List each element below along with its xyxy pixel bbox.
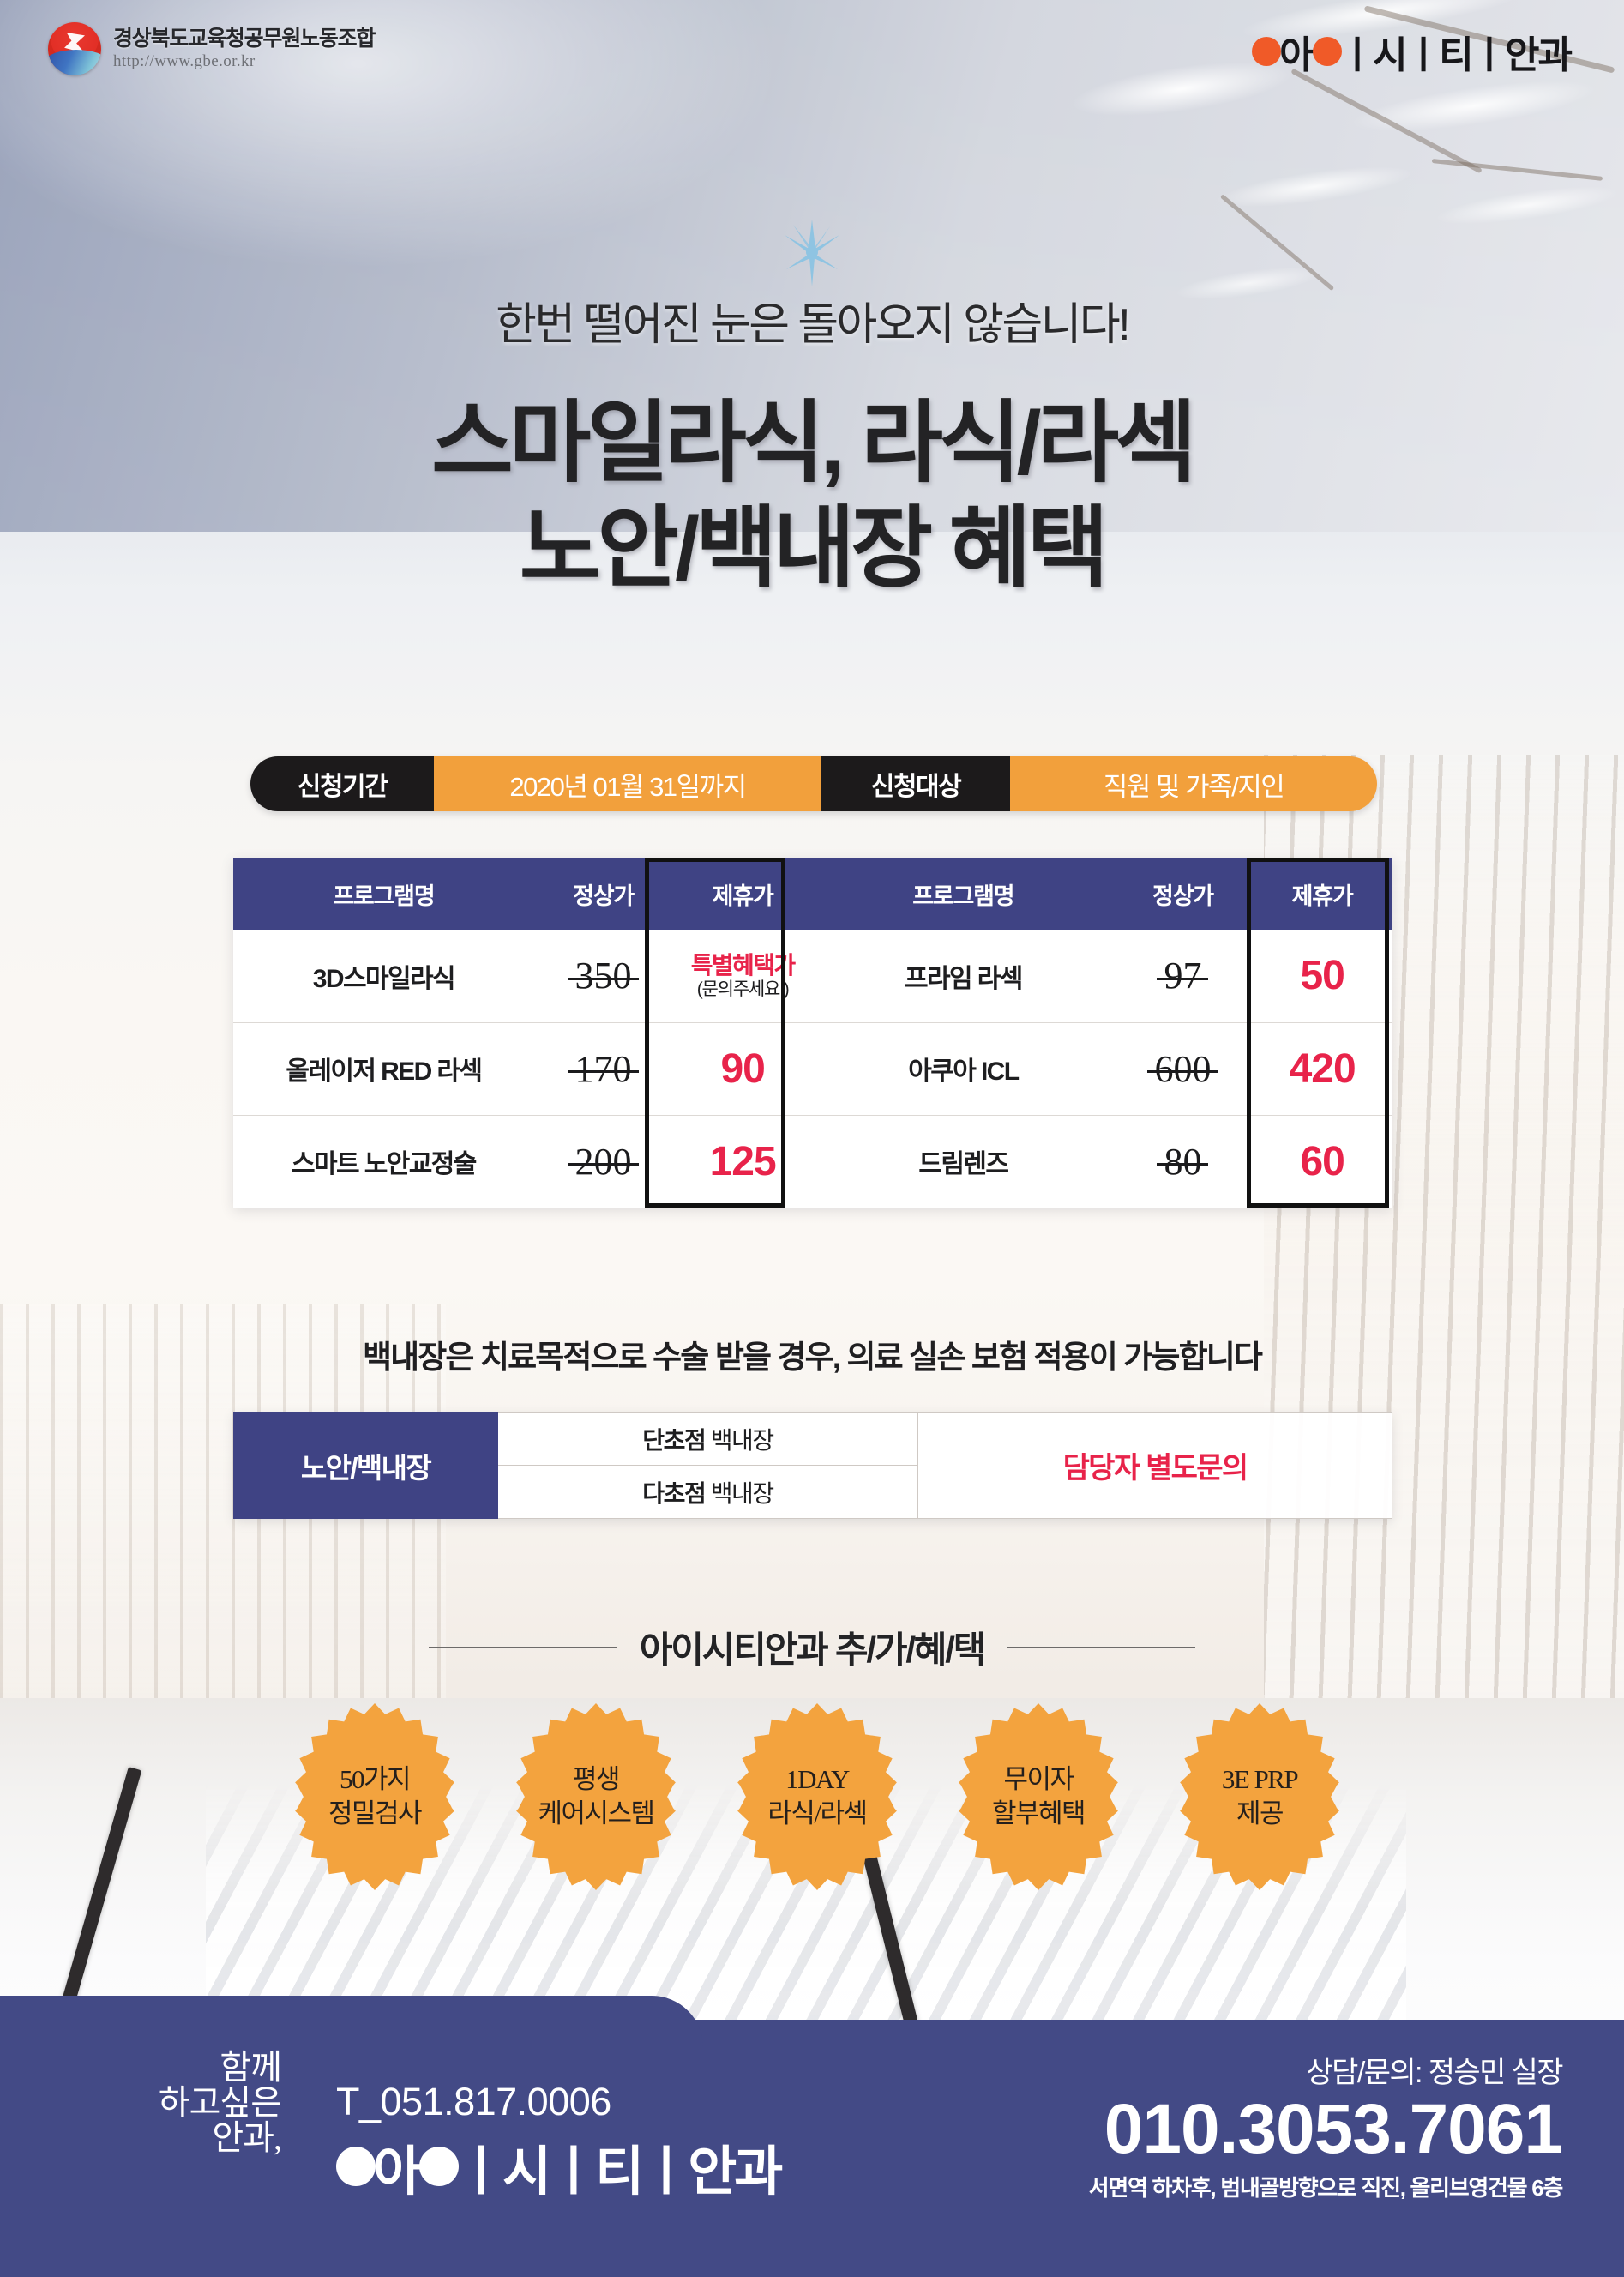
cataract-type-1-rest: 백내장 [705, 1426, 775, 1454]
cataract-type-2: 다초점 백내장 [497, 1465, 918, 1519]
slogan-line-3: 안과, [212, 2117, 282, 2157]
badge-line-1: 50가지 [339, 1763, 412, 1794]
col-header-program-right: 프로그램명 [812, 858, 1114, 930]
logo-text-part1: 아 [1279, 34, 1314, 76]
cataract-type-1-strong: 단초점 [642, 1426, 706, 1454]
extra-benefits-title: 아이시티안과 추/가/혜/택 [639, 1629, 986, 1670]
deal-price: 90 [720, 1045, 765, 1092]
program-name: 올레이저 RED 라섹 [286, 1057, 483, 1086]
footer-phone-number: 010.3053.7061 [1104, 2090, 1563, 2168]
logo-dot-icon-2 [1312, 37, 1342, 66]
cataract-ask-note: 담당자 별도문의 [917, 1412, 1392, 1519]
badge-line-1: 평생 [572, 1763, 621, 1794]
footer-address: 서면역 하차후, 범내골방향으로 직진, 올리브영건물 6층 [1088, 2174, 1564, 2201]
snowflake-icon [785, 220, 839, 286]
col-header-standard-right: 정상가 [1113, 858, 1253, 930]
union-name: 경상북도교육청공무원노동조합 [113, 26, 376, 51]
table-row: 노안/백내장 단초점 백내장 담당자 별도문의 [233, 1412, 1392, 1519]
union-url: http://www.gbe.or.kr [113, 52, 256, 71]
benefit-badge: 1DAY 라식/라섹 [724, 1703, 911, 1890]
badge-line-2: 할부혜택 [991, 1798, 1086, 1828]
target-value: 직원 및 가족/지인 [1010, 756, 1377, 811]
badge-line-2: 정밀검사 [328, 1798, 423, 1828]
price-table: 프로그램명 정상가 제휴가 프로그램명 정상가 제휴가 3D스마일라식 350 … [233, 858, 1392, 1208]
standard-price: 200 [568, 1140, 639, 1184]
badge-line-2: 제공 [1236, 1798, 1284, 1828]
price-table-header-row: 프로그램명 정상가 제휴가 프로그램명 정상가 제휴가 [233, 858, 1392, 930]
union-logo: 경상북도교육청공무원노동조합 http://www.gbe.or.kr [48, 22, 376, 75]
deal-price: 125 [709, 1138, 777, 1184]
program-name: 스마트 노안교정술 [292, 1150, 477, 1179]
divider-right [1007, 1646, 1196, 1648]
deal-price: 50 [1300, 953, 1344, 999]
footer-logo-part1: 아 [373, 2142, 422, 2202]
standard-price: 600 [1147, 1047, 1218, 1091]
footer-contact-block: 상담/문의: 정승민 실장 010.3053.7061 서면역 하차후, 범내골… [1088, 2049, 1564, 2202]
cataract-insurance-note: 백내장은 치료목적으로 수술 받을 경우, 의료 실손 보험 적용이 가능합니다 [363, 1340, 1263, 1375]
cataract-type-2-strong: 다초점 [642, 1479, 706, 1507]
badge-line-2: 케어시스템 [538, 1798, 655, 1828]
special-deal-label: 특별혜택가 [690, 952, 796, 979]
hero-title: 스마일라식, 라식/라섹 노안/백내장 혜택 [0, 391, 1624, 601]
footer-slogan: 함께 하고싶은 안과, [93, 2048, 282, 2157]
standard-price: 97 [1157, 954, 1209, 997]
standard-price: 170 [568, 1047, 639, 1091]
cataract-type-2-rest: 백내장 [705, 1479, 775, 1507]
program-name: 3D스마일라식 [312, 964, 456, 993]
logo-text-part2: ㅣ시ㅣ티ㅣ안과 [1339, 34, 1573, 76]
cataract-type-1: 단초점 백내장 [497, 1412, 918, 1466]
footer: 함께 하고싶은 안과, T_051.817.0006 아 ㅣ시ㅣ티ㅣ안과 상담/문… [0, 1996, 1624, 2277]
footer-telephone: T_051.817.0006 [336, 2080, 611, 2123]
col-header-program-left: 프로그램명 [233, 858, 534, 930]
program-name: 드림렌즈 [918, 1150, 1009, 1179]
hero-subtitle: 한번 떨어진 눈은 돌아오지 않습니다! [496, 300, 1130, 350]
application-info-bar: 신청기간 2020년 01월 31일까지 신청대상 직원 및 가족/지인 [250, 756, 1377, 811]
logo-dot-icon-1 [336, 2147, 376, 2186]
badge-line-1: 3E PRP [1221, 1763, 1299, 1794]
period-value: 2020년 01월 31일까지 [434, 756, 821, 811]
union-emblem-icon [48, 22, 101, 75]
table-row: 올레이저 RED 라섹 170 90 아쿠아 ICL 600 420 [233, 1022, 1392, 1116]
hero-title-line1: 스마일라식, 라식/라섹 [431, 394, 1197, 493]
divider-left [428, 1646, 617, 1648]
col-header-deal-left: 제휴가 [672, 858, 813, 930]
col-header-deal-right: 제휴가 [1252, 858, 1392, 930]
program-name: 아쿠아 ICL [908, 1057, 1020, 1086]
footer-logo-part2: ㅣ시ㅣ티ㅣ안과 [456, 2142, 783, 2202]
period-label: 신청기간 [250, 756, 434, 811]
special-deal-note: (문의주세요!) [696, 979, 790, 999]
extra-benefits-header: 아이시티안과 추/가/혜/택 [0, 1621, 1624, 1673]
target-label: 신청대상 [821, 756, 1010, 811]
col-header-standard-left: 정상가 [533, 858, 673, 930]
slogan-line-2: 하고싶은 [158, 2082, 282, 2122]
badge-line-1: 1DAY [785, 1763, 850, 1794]
benefit-badge: 3E PRP 제공 [1166, 1703, 1353, 1890]
table-row: 스마트 노안교정술 200 125 드림렌즈 80 60 [233, 1115, 1392, 1208]
badge-line-1: 무이자 [1003, 1763, 1074, 1794]
logo-dot-icon-2 [419, 2147, 460, 2186]
badge-line-2: 라식/라섹 [767, 1798, 868, 1828]
deal-price: 420 [1289, 1045, 1356, 1092]
logo-dot-icon-1 [1252, 37, 1282, 66]
deal-price: 60 [1300, 1138, 1344, 1184]
cataract-category-label: 노안/백내장 [233, 1412, 498, 1519]
clinic-logo-top: 아 ㅣ시ㅣ티ㅣ안과 [1252, 24, 1573, 79]
deal-price-special: 특별혜택가 (문의주세요!) [691, 952, 796, 999]
table-row: 다초점 백내장 [234, 1465, 1392, 1519]
footer-contact-person: 상담/문의: 정승민 실장 [1306, 2057, 1563, 2089]
footer-curved-edge [0, 1996, 703, 2047]
program-name: 프라임 라섹 [904, 964, 1023, 993]
table-row: 3D스마일라식 350 특별혜택가 (문의주세요!) 프라임 라섹 97 50 [233, 930, 1392, 1023]
standard-price: 350 [568, 954, 639, 997]
standard-price: 80 [1157, 1140, 1209, 1184]
cataract-table: 노안/백내장 단초점 백내장 담당자 별도문의 다초점 백내장 [233, 1412, 1392, 1519]
slogan-line-1: 함께 [220, 2048, 282, 2087]
hero-title-line2: 노안/백내장 혜택 [519, 498, 1110, 599]
footer-clinic-logo: 아 ㅣ시ㅣ티ㅣ안과 [336, 2128, 783, 2205]
